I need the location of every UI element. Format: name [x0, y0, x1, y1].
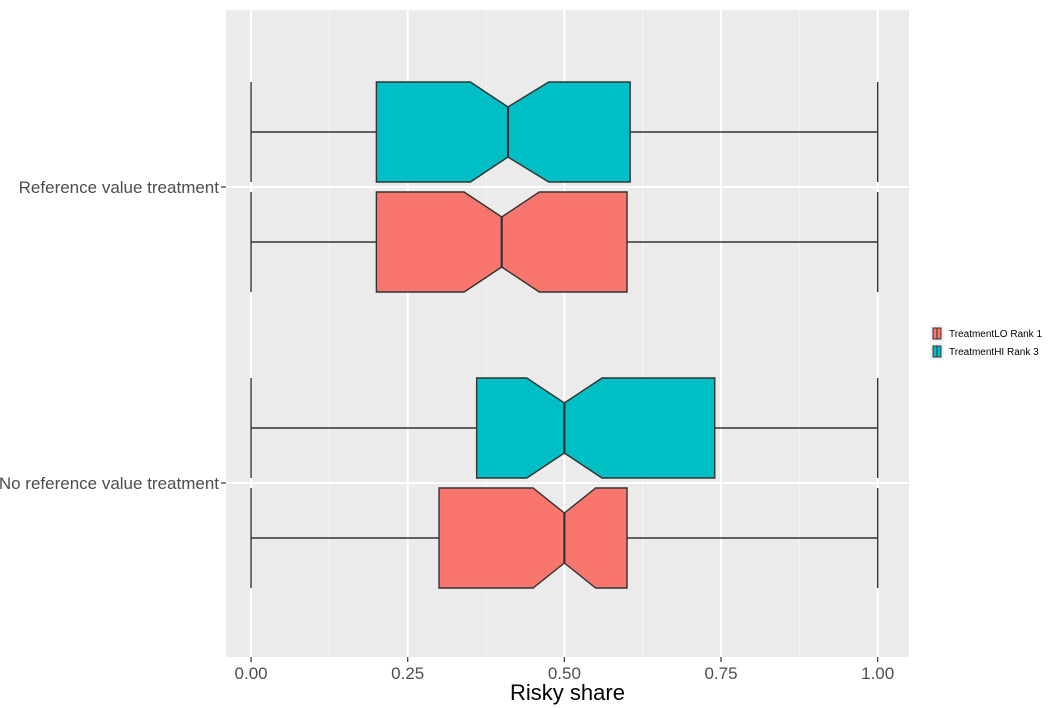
- notched-box: [475, 377, 716, 479]
- box-0-0: [250, 191, 879, 293]
- box-1-1: [250, 377, 879, 479]
- notched-box: [375, 81, 631, 183]
- x-tick-label: 0.00: [235, 664, 268, 683]
- box-0-1: [250, 487, 879, 589]
- box-1-0: [250, 81, 879, 183]
- y-tick-label: Reference value treatment: [19, 178, 220, 197]
- notched-box: [438, 487, 628, 589]
- x-tick-label: 0.50: [548, 664, 581, 683]
- x-axis: 0.00 0.25 0.50 0.75 1.00: [235, 657, 894, 683]
- x-axis-title: Risky share: [510, 680, 625, 705]
- box-series: [250, 81, 879, 589]
- x-tick-label: 0.75: [704, 664, 737, 683]
- legend-item: TreatmentLO Rank 1: [930, 325, 1042, 342]
- x-tick-label: 0.25: [391, 664, 424, 683]
- legend-item: TreatmentHI Rank 3: [930, 343, 1039, 360]
- x-tick-label: 1.00: [861, 664, 894, 683]
- y-axis: Reference value treatment No reference va…: [0, 178, 226, 493]
- legend: TreatmentLO Rank 1 TreatmentHI Rank 3: [930, 325, 1042, 360]
- legend-label: TreatmentLO Rank 1: [949, 329, 1042, 340]
- legend-label: TreatmentHI Rank 3: [949, 347, 1039, 358]
- y-tick-label: No reference value treatment: [0, 474, 219, 493]
